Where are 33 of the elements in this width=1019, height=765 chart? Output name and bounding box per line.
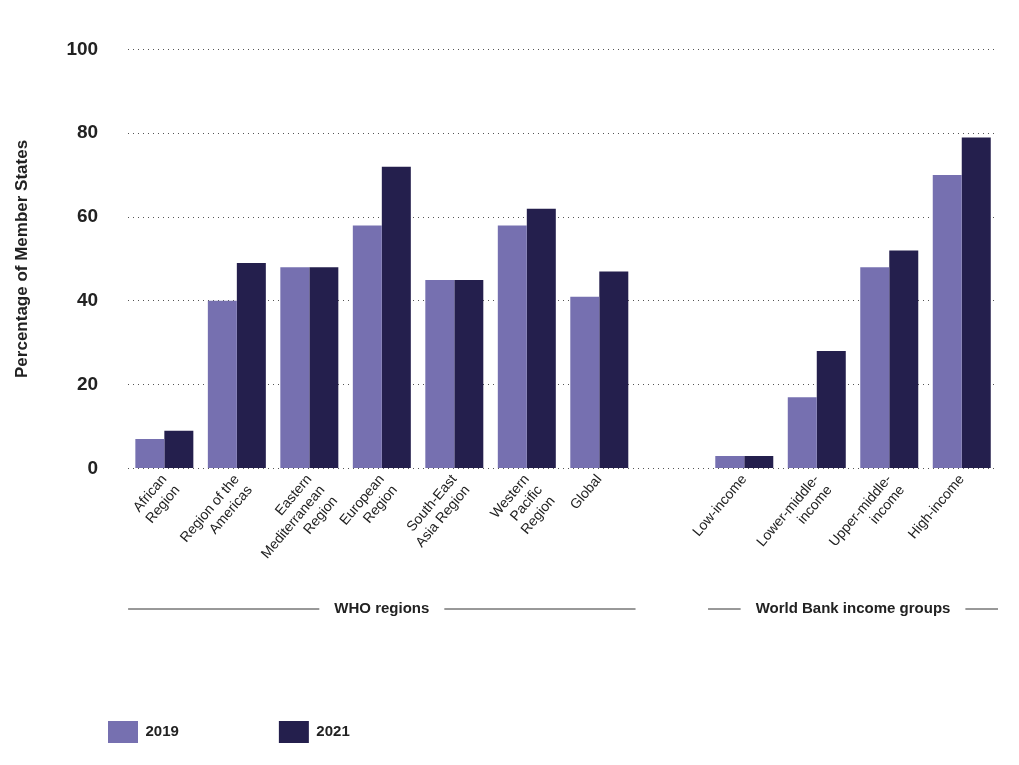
bar — [860, 267, 890, 468]
bar — [280, 267, 310, 468]
bar — [526, 208, 556, 468]
bar — [816, 351, 846, 468]
bar — [715, 455, 745, 468]
bar — [599, 271, 629, 468]
bar — [889, 250, 919, 468]
legend-label: 2021 — [316, 722, 350, 740]
bar — [207, 300, 237, 468]
bar — [570, 296, 600, 468]
bar — [164, 430, 194, 468]
bar — [135, 439, 165, 468]
bar — [236, 263, 266, 468]
y-tick-label: 60 — [76, 205, 99, 227]
bar — [309, 267, 339, 468]
bar — [352, 225, 382, 468]
y-tick-label: 40 — [76, 289, 99, 311]
bar — [961, 137, 991, 468]
y-tick-label: 0 — [87, 456, 99, 478]
text: WHO regions — [334, 599, 430, 617]
bar — [932, 175, 962, 468]
bar — [454, 279, 484, 468]
y-axis-title: Percentage of Member States — [11, 139, 31, 378]
y-tick-label: 20 — [76, 372, 99, 394]
bar — [497, 225, 527, 468]
bar — [381, 166, 411, 468]
y-tick-label: 100 — [66, 37, 99, 59]
bar — [787, 397, 817, 468]
legend-label: 2019 — [145, 722, 179, 740]
bar — [744, 455, 774, 468]
bar — [425, 279, 455, 468]
text: World Bank income groups — [755, 599, 951, 617]
y-tick-label: 80 — [76, 121, 99, 143]
